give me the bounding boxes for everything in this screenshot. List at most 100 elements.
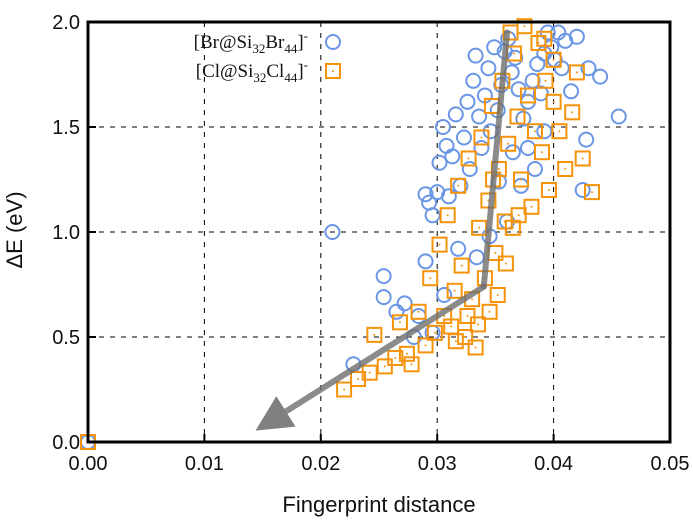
cl-data-point (540, 182, 557, 198)
cl-data-point (545, 93, 562, 110)
x-tick-label: 0.01 (185, 453, 224, 475)
cl-data-point (450, 177, 467, 194)
cl-data-point (497, 255, 514, 272)
cl-data-point-box (481, 303, 498, 320)
plot-area (80, 18, 627, 450)
cl-data-point-dot (591, 191, 594, 194)
cl-data-point-box (574, 150, 591, 167)
cl-data-point-box (540, 182, 557, 198)
br-data-point (468, 249, 485, 266)
cl-data-point (398, 345, 415, 362)
br-data-point (324, 224, 341, 240)
cl-data-point-dot (478, 226, 481, 229)
br-data-point (438, 137, 455, 154)
cl-data-point-box (387, 350, 404, 366)
cl-data-point-box (439, 207, 456, 224)
cl-data-point-box (564, 104, 581, 121)
trend-arrow (255, 283, 487, 431)
trend-arrows (255, 29, 511, 431)
cl-data-point-dot (575, 71, 578, 74)
cl-data-point-box (584, 184, 601, 201)
cl-data-point (500, 135, 517, 152)
cl-data-point (536, 30, 553, 47)
cl-data-point-box (422, 270, 439, 287)
cl-data-point-dot (466, 315, 469, 317)
cl-data-point-dot (517, 214, 520, 217)
x-tick-label: 0.00 (69, 453, 108, 475)
br-data-point (553, 60, 570, 77)
cl-data-point (336, 381, 353, 398)
cl-data-point-dot (417, 310, 420, 313)
cl-data-point-dot (394, 357, 397, 359)
cl-data-point-box (459, 308, 476, 324)
cl-data-point-dot (496, 294, 499, 296)
cl-data-point (510, 207, 527, 224)
cl-data-point-dot (504, 262, 507, 265)
cl-data-point-box (504, 219, 521, 236)
cl-data-point-box (537, 72, 554, 89)
cl-data-point-box (557, 161, 574, 177)
cl-data-point-box (398, 345, 415, 362)
cl-data-point-dot (552, 58, 555, 61)
cl-data-point-box (500, 135, 517, 152)
cl-data-point-box (410, 303, 427, 320)
cl-data-point-dot (558, 130, 561, 133)
cl-data-point (519, 87, 536, 104)
cl-data-point-box (568, 64, 585, 81)
cl-data-point (391, 314, 408, 331)
cl-data-point (545, 51, 562, 68)
cl-data-point-box (545, 51, 562, 68)
cl-data-point-box (469, 316, 486, 333)
cl-data-point (459, 308, 476, 324)
cl-data-point-box (533, 144, 550, 161)
cl-data-point-dot (446, 214, 449, 217)
br-data-point (375, 268, 392, 285)
cl-data-point-box (510, 207, 527, 224)
cl-data-point-dot (523, 25, 526, 28)
cl-data-point (403, 356, 420, 373)
cl-data-point-box (460, 150, 477, 167)
cl-data-point-box (417, 337, 434, 354)
br-data-point (610, 108, 627, 125)
br-data-point (465, 72, 482, 89)
cl-data-point-dot (429, 277, 432, 280)
cl-data-point-dot (424, 344, 427, 347)
cl-data-point-dot (571, 111, 574, 114)
cl-data-point-box (426, 324, 443, 341)
cl-data-point (431, 236, 448, 253)
y-tick-labels: 0.0 0.5 1.0 1.5 2.0 (52, 12, 80, 454)
y-tick-label: 0.0 (52, 432, 80, 454)
cl-data-point-box (457, 329, 474, 345)
cl-data-point-dot (526, 94, 529, 97)
cl-data-point (551, 123, 568, 140)
cl-data-point (460, 150, 477, 167)
cl-data-point (417, 337, 434, 354)
br-data-point (592, 68, 609, 85)
x-tick-labels: 0.00 0.01 0.02 0.03 0.04 0.05 (69, 453, 690, 475)
cl-data-point-dot (453, 289, 456, 292)
cl-data-point (504, 219, 521, 236)
cl-data-point (487, 245, 504, 261)
cl-data-point-dot (543, 37, 546, 40)
y-tick-label: 1.5 (52, 117, 80, 139)
cl-data-point (523, 198, 540, 215)
cl-data-point-dot (357, 378, 360, 380)
cl-data-point-dot (433, 331, 436, 334)
cl-data-point (410, 303, 427, 320)
br-data-point (580, 60, 597, 77)
br-data-point (444, 148, 461, 165)
cl-data-point (574, 150, 591, 167)
cl-data-point-box (526, 123, 543, 140)
br-data-point (396, 295, 413, 312)
cl-data-point-box (336, 381, 353, 398)
cl-data-point-box (391, 314, 408, 331)
cl-data-point-dot (383, 365, 386, 368)
cl-data-point-dot (533, 130, 536, 133)
cl-data-point-box (516, 18, 533, 35)
cl-data-point-box (519, 87, 536, 104)
br-data-point (578, 131, 595, 148)
cl-data-point (422, 270, 439, 287)
cl-data-point-dot (405, 352, 408, 355)
cl-data-point (453, 257, 470, 274)
